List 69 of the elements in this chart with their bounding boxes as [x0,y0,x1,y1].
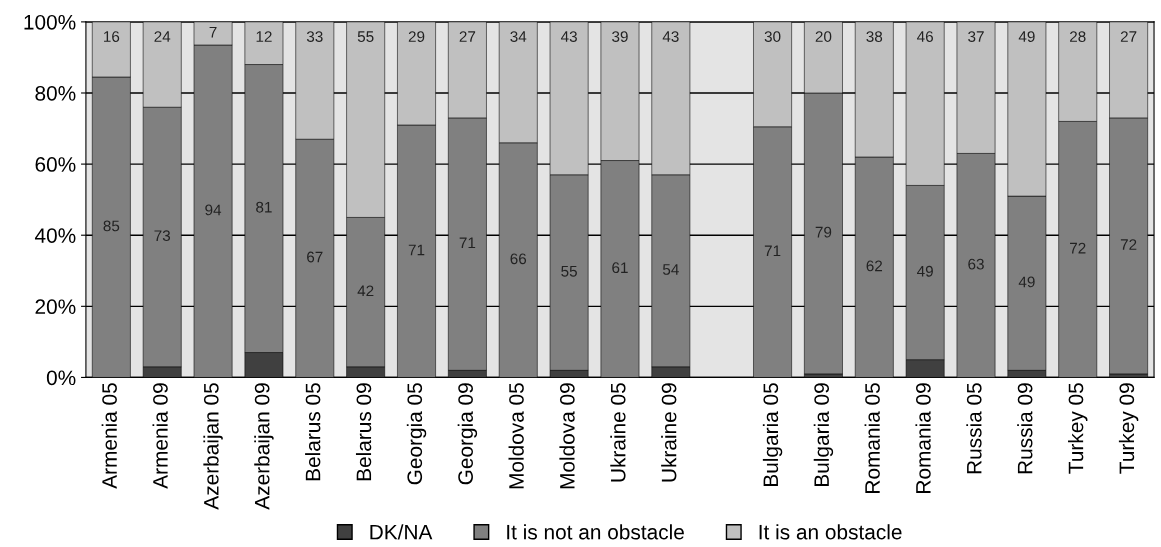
x-tick-label: Georgia 09 [457,383,478,485]
legend-label: It is an obstacle [759,524,902,540]
x-tick-label: Moldova 05 [508,383,524,489]
data-label: 66 [510,253,527,265]
data-label: 71 [408,244,425,256]
y-tick-label: 80% [35,85,76,101]
x-tick-label: Belarus 05 [305,383,321,481]
x-tick-label: Romania 05 [864,383,880,493]
data-label: 16 [104,31,120,42]
data-label: 27 [1120,31,1137,42]
legend-label: DK/NA [370,524,433,540]
x-tick-label: Ukraine 09 [661,383,677,482]
x-tick-label: Turkey 05 [1068,383,1088,474]
data-label: 20 [815,31,832,42]
data-label: 43 [662,31,679,42]
x-tick-label: Azerbaijan 05 [203,383,223,510]
data-label: 46 [917,31,933,42]
data-label: 37 [968,31,984,42]
data-label: 24 [154,31,171,42]
data-label: 49 [917,265,933,277]
data-label: 12 [256,31,272,42]
x-tick-label: Moldova 09 [559,383,575,489]
x-tick-label: Azerbaijan 09 [254,383,274,510]
data-label: 71 [764,245,781,257]
data-label: 94 [205,204,222,216]
data-label: 27 [459,31,476,42]
data-label: 39 [612,31,628,42]
data-label: 67 [307,251,323,263]
x-tick-label: Belarus 09 [355,383,372,481]
data-label: 38 [866,31,883,42]
legend-label: It is not an obstacle [507,524,684,540]
data-label: 72 [1070,242,1086,254]
x-tick-label: Turkey 09 [1118,383,1139,474]
x-tick-label: Armenia 05 [101,383,117,489]
data-label: 54 [662,264,679,275]
data-label: 62 [866,260,883,272]
y-tick-label: 20% [35,299,76,315]
x-tick-label: Russia 05 [966,383,982,474]
y-tick-label: 40% [34,228,76,243]
data-label: 49 [1018,31,1035,42]
data-label: 34 [510,31,527,42]
x-tick-label: Armenia 09 [152,383,168,489]
data-label: 33 [306,31,323,42]
x-tick-label: Bulgaria 09 [813,383,834,486]
data-label: 85 [103,220,120,232]
data-label: 30 [764,31,781,42]
data-label: 43 [560,31,577,42]
data-label: 79 [815,226,832,238]
x-tick-label: Ukraine 05 [610,383,626,482]
x-tick-label: Georgia 05 [406,383,427,485]
data-label: 71 [459,237,476,249]
y-tick-label: 0% [46,370,76,386]
data-label: 49 [1018,276,1035,288]
y-tick-label: 60% [35,157,76,172]
data-label: 63 [968,258,984,270]
data-label: 72 [1120,239,1137,250]
data-label: 7 [209,26,217,38]
data-label: 81 [256,201,272,213]
data-label: 29 [408,31,425,42]
x-tick-label: Russia 09 [1017,383,1033,474]
data-label: 42 [357,285,374,297]
data-label: 73 [154,230,171,242]
y-tick-label: 100% [24,14,76,30]
data-label: 55 [561,265,577,277]
data-label: 55 [357,31,374,42]
data-label: 28 [1070,31,1086,42]
data-label: 61 [612,262,628,274]
x-tick-label: Romania 09 [915,383,931,493]
x-tick-label: Bulgaria 05 [762,383,783,486]
